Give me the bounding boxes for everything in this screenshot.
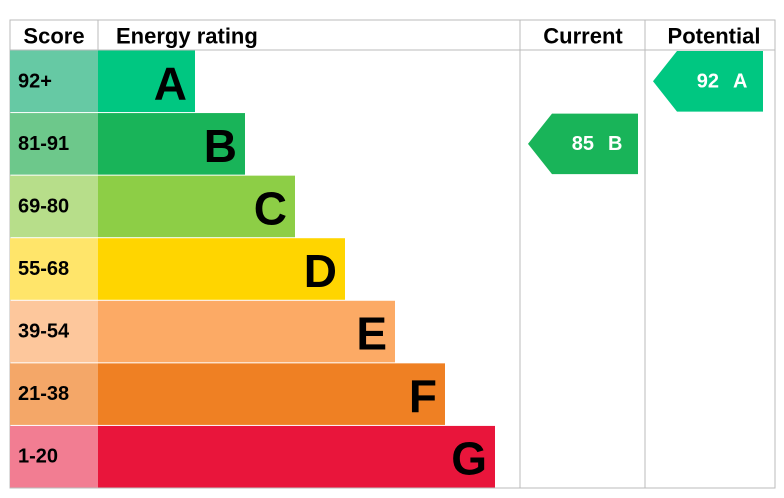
score-cell	[10, 175, 98, 238]
rating-bar	[98, 113, 245, 175]
score-range: 1-20	[18, 446, 58, 468]
score-range: 69-80	[18, 195, 69, 217]
arrow-shape	[653, 51, 763, 112]
current-arrow: 85 B	[528, 113, 638, 175]
header-rating: Energy rating	[116, 24, 258, 49]
potential-arrow: 92 A	[653, 51, 763, 112]
score-cell	[10, 50, 98, 113]
score-range: 39-54	[18, 321, 70, 343]
score-range: 81-91	[18, 133, 69, 155]
rating-value: 92	[697, 70, 719, 92]
header-current: Current	[543, 24, 623, 49]
header-score: Score	[23, 24, 84, 49]
band-letter: C	[254, 182, 287, 234]
score-cell	[10, 363, 98, 425]
band-letter: E	[356, 308, 387, 360]
rating-letter: A	[733, 70, 747, 92]
rating-value: 85	[572, 133, 594, 155]
rating-bar	[98, 300, 395, 363]
arrow-shape	[528, 113, 638, 175]
score-cell	[10, 425, 98, 488]
band-letter: A	[154, 57, 187, 109]
header-potential: Potential	[668, 24, 761, 49]
score-range: 21-38	[18, 383, 69, 405]
band-letter: D	[304, 245, 337, 297]
score-range: 55-68	[18, 258, 69, 280]
score-cell	[10, 238, 98, 300]
rating-letter: B	[608, 133, 622, 155]
band-letter: B	[204, 120, 237, 172]
rating-bar	[98, 50, 195, 113]
rating-bar	[98, 175, 295, 238]
rating-bar	[98, 425, 495, 488]
band-letter: G	[451, 433, 487, 485]
rating-bar	[98, 238, 345, 300]
score-cell	[10, 113, 98, 175]
band-letter: F	[409, 370, 437, 422]
score-range: 92+	[18, 70, 52, 92]
score-cell	[10, 300, 98, 363]
rating-bar	[98, 363, 445, 425]
